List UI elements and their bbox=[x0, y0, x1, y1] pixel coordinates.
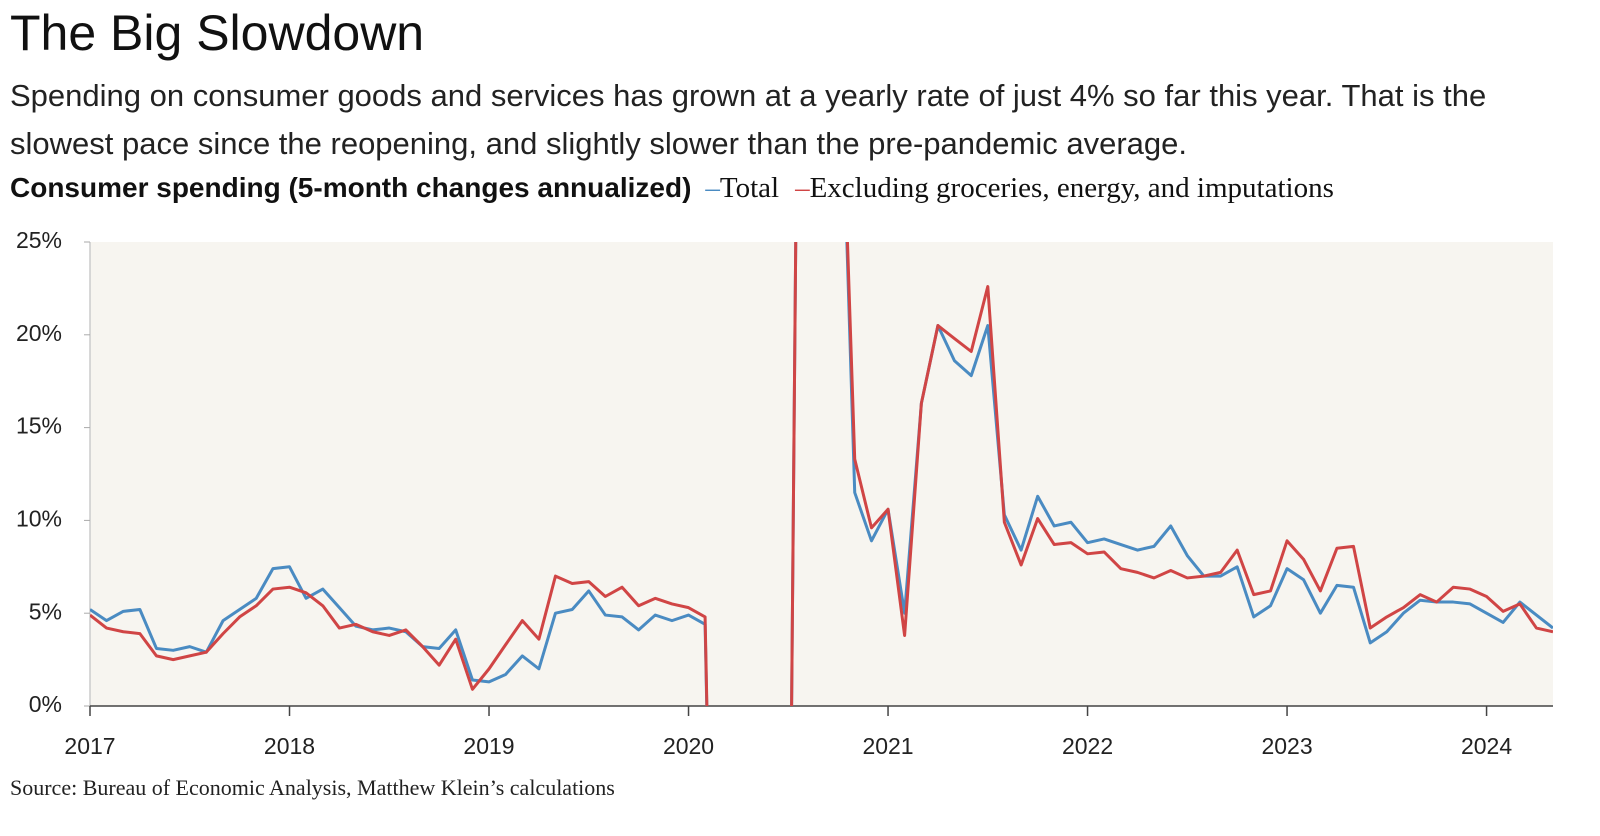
plot-background bbox=[90, 242, 1553, 706]
chart-header: Consumer spending (5-month changes annua… bbox=[10, 172, 1350, 205]
legend-item: –Total bbox=[705, 172, 779, 205]
y-tick-label: 0% bbox=[29, 691, 62, 717]
y-tick-label: 15% bbox=[16, 413, 62, 439]
chart-subtitle: Spending on consumer goods and services … bbox=[10, 78, 1487, 161]
chart-heading: Consumer spending (5-month changes annua… bbox=[10, 172, 692, 203]
x-tick-label: 2018 bbox=[264, 733, 315, 759]
series-line bbox=[90, 242, 1553, 706]
source: Source: Bureau of Economic Analysis, Mat… bbox=[10, 775, 615, 800]
y-tick-label: 10% bbox=[16, 505, 62, 531]
x-tick-label: 2021 bbox=[862, 733, 913, 759]
x-tick-label: 2017 bbox=[64, 733, 115, 759]
x-tick-label: 2020 bbox=[663, 733, 714, 759]
legend-dash: – bbox=[795, 172, 810, 204]
chart-title: The Big Slowdown bbox=[10, 5, 425, 61]
x-tick-label: 2023 bbox=[1261, 733, 1312, 759]
x-tick-label: 2024 bbox=[1461, 733, 1512, 759]
x-tick-label: 2022 bbox=[1062, 733, 1113, 759]
y-tick-label: 5% bbox=[29, 598, 62, 624]
x-tick-label: 2019 bbox=[463, 733, 514, 759]
y-tick-label: 20% bbox=[16, 320, 62, 346]
y-tick-label: 25% bbox=[16, 227, 62, 253]
legend-item: –Excluding groceries, energy, and imputa… bbox=[795, 172, 1334, 205]
series-line bbox=[90, 242, 1553, 706]
legend-dash: – bbox=[705, 172, 720, 204]
legend-label: Excluding groceries, energy, and imputat… bbox=[809, 172, 1334, 204]
legend-label: Total bbox=[719, 172, 780, 204]
